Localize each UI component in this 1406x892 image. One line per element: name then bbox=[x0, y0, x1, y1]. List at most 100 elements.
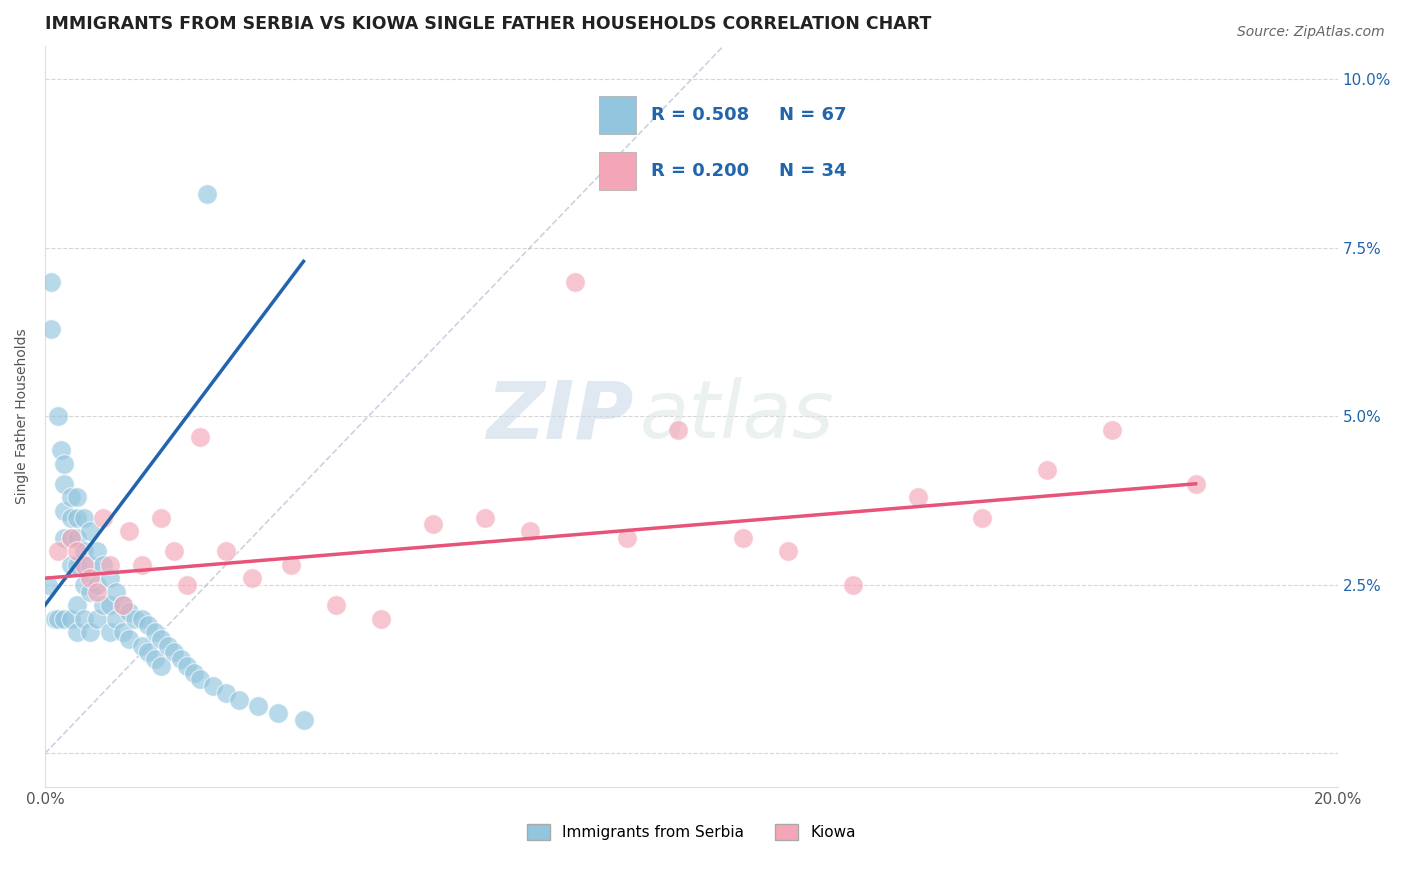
Point bbox=[79, 625, 101, 640]
Text: Source: ZipAtlas.com: Source: ZipAtlas.com bbox=[1237, 25, 1385, 39]
Point bbox=[370, 612, 392, 626]
Text: IMMIGRANTS FROM SERBIA VS KIOWA SINGLE FATHER HOUSEHOLDS CORRELATION CHART: IMMIGRANTS FROM SERBIA VS KIOWA SINGLE F… bbox=[45, 15, 931, 33]
Point bbox=[668, 423, 690, 437]
Point bbox=[188, 429, 211, 443]
Point bbox=[215, 544, 238, 558]
Point bbox=[176, 658, 198, 673]
Point bbox=[53, 612, 76, 626]
Point bbox=[59, 612, 82, 626]
Point bbox=[1036, 463, 1059, 477]
Point bbox=[66, 531, 89, 545]
Point bbox=[292, 713, 315, 727]
Point bbox=[163, 544, 186, 558]
Point bbox=[98, 598, 121, 612]
Point bbox=[105, 612, 128, 626]
Point bbox=[183, 665, 205, 680]
Point bbox=[150, 510, 173, 524]
Point bbox=[215, 686, 238, 700]
Point bbox=[325, 598, 347, 612]
Point bbox=[66, 558, 89, 572]
Point bbox=[59, 558, 82, 572]
Point bbox=[972, 510, 994, 524]
Point bbox=[474, 510, 496, 524]
Point bbox=[907, 491, 929, 505]
Point bbox=[247, 699, 270, 714]
Point bbox=[79, 584, 101, 599]
Point bbox=[111, 625, 134, 640]
Point bbox=[105, 584, 128, 599]
Point bbox=[44, 612, 66, 626]
Point bbox=[131, 639, 153, 653]
Point bbox=[188, 673, 211, 687]
Point bbox=[66, 625, 89, 640]
Point bbox=[79, 558, 101, 572]
Point bbox=[1101, 423, 1123, 437]
Point bbox=[59, 510, 82, 524]
Point bbox=[73, 612, 96, 626]
Point bbox=[150, 632, 173, 646]
Point bbox=[79, 524, 101, 538]
Point bbox=[73, 578, 96, 592]
Point bbox=[564, 275, 586, 289]
Point bbox=[195, 186, 218, 201]
Point bbox=[163, 645, 186, 659]
Point bbox=[73, 510, 96, 524]
Point bbox=[53, 531, 76, 545]
Point bbox=[143, 652, 166, 666]
Point bbox=[228, 692, 250, 706]
Point bbox=[91, 510, 114, 524]
Point bbox=[733, 531, 755, 545]
Point bbox=[41, 275, 63, 289]
Point bbox=[66, 510, 89, 524]
Point bbox=[46, 544, 69, 558]
Point bbox=[138, 618, 160, 632]
Point bbox=[131, 612, 153, 626]
Point bbox=[111, 598, 134, 612]
Point bbox=[41, 322, 63, 336]
Point bbox=[150, 658, 173, 673]
Point bbox=[118, 632, 141, 646]
Point bbox=[53, 504, 76, 518]
Point bbox=[66, 544, 89, 558]
Point bbox=[111, 598, 134, 612]
Point bbox=[98, 571, 121, 585]
Point bbox=[1184, 476, 1206, 491]
Point bbox=[131, 558, 153, 572]
Point bbox=[98, 558, 121, 572]
Point bbox=[46, 409, 69, 424]
Point bbox=[266, 706, 288, 720]
Point bbox=[59, 531, 82, 545]
Point bbox=[170, 652, 193, 666]
Point bbox=[79, 571, 101, 585]
Point bbox=[280, 558, 302, 572]
Point bbox=[86, 544, 108, 558]
Point bbox=[86, 584, 108, 599]
Point bbox=[49, 443, 72, 458]
Point bbox=[519, 524, 541, 538]
Point bbox=[778, 544, 800, 558]
Point bbox=[156, 639, 179, 653]
Point bbox=[91, 558, 114, 572]
Point bbox=[46, 612, 69, 626]
Point bbox=[73, 544, 96, 558]
Point bbox=[118, 605, 141, 619]
Point bbox=[53, 457, 76, 471]
Text: atlas: atlas bbox=[640, 377, 834, 456]
Point bbox=[138, 645, 160, 659]
Point bbox=[240, 571, 263, 585]
Point bbox=[176, 578, 198, 592]
Point bbox=[73, 558, 96, 572]
Point bbox=[86, 578, 108, 592]
Point bbox=[59, 531, 82, 545]
Legend: Immigrants from Serbia, Kiowa: Immigrants from Serbia, Kiowa bbox=[522, 818, 862, 847]
Text: ZIP: ZIP bbox=[486, 377, 633, 456]
Point bbox=[66, 491, 89, 505]
Point bbox=[616, 531, 638, 545]
Point bbox=[59, 491, 82, 505]
Point bbox=[124, 612, 146, 626]
Point bbox=[118, 524, 141, 538]
Point bbox=[91, 598, 114, 612]
Point bbox=[86, 612, 108, 626]
Y-axis label: Single Father Households: Single Father Households bbox=[15, 328, 30, 504]
Point bbox=[143, 625, 166, 640]
